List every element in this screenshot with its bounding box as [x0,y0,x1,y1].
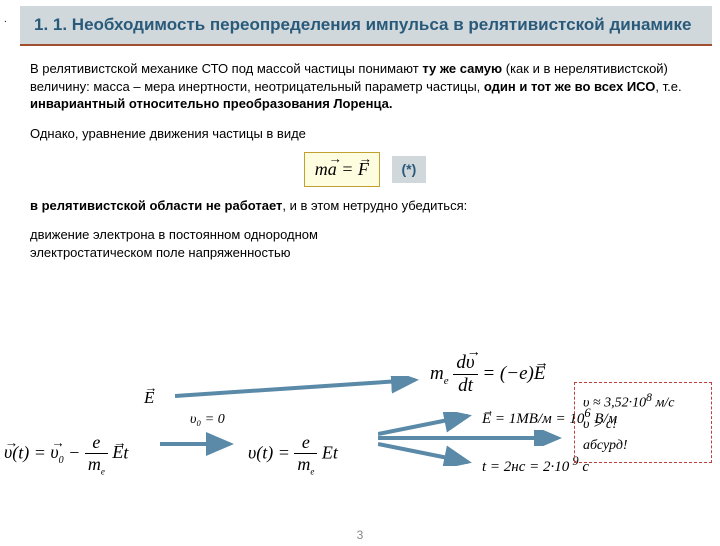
paragraph-electron: движение электрона в постоянном однородн… [30,226,390,261]
paragraph-mass-def: В релятивистской механике СТО под массой… [30,60,700,113]
equation-box: ma = F [304,152,380,186]
bullet-dot: . [4,14,7,25]
result-v-approx: υ ≈ 3,52·108 м/с [583,389,703,414]
paragraph-however: Однако, уравнение движения частицы в вид… [30,125,700,143]
equation-label: (*) [392,156,427,183]
paragraph-not-work: в релятивистской области не работает, и … [30,197,700,215]
equation-newton: ma = F (*) [30,152,700,186]
E-vector-symbol: E [144,388,154,408]
arrow-icon [378,430,568,446]
eq-t-value: t = 2нс = 2·10 9 с [482,454,589,476]
eq-v-of-t-full: υ(t) = υ0 − eme Et [4,432,128,477]
result-absurd: абсурд! [583,435,703,456]
result-box: υ ≈ 3,52·108 м/с υ > c! абсурд! [574,382,712,463]
arrow-icon [160,424,240,464]
result-v-gt-c: υ > c! [583,414,703,435]
eq-v-of-t-short: υ(t) = eme Et [248,432,338,477]
section-title: 1. 1. Необходимость переопределения импу… [34,14,698,36]
main-content: В релятивистской механике СТО под массой… [0,46,720,261]
section-header: 1. 1. Необходимость переопределения импу… [20,6,712,46]
arrow-icon [175,376,425,406]
equation-electron-motion: me dυdt = (−e)E [430,352,545,397]
